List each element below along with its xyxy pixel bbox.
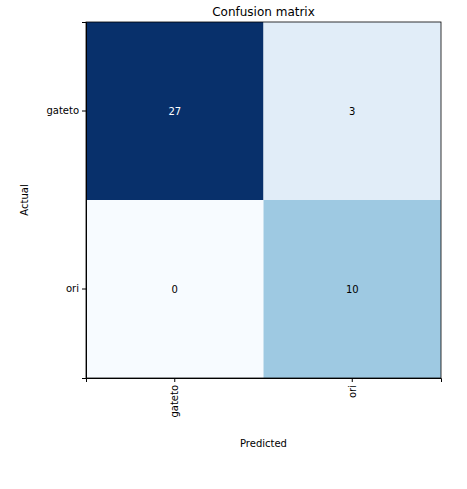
y-tick-label: ori	[66, 283, 79, 294]
chart: 27 3 0 10 gateto ori gateto ori Confusion matrix…	[0, 0, 467, 489]
y-tick: gateto	[46, 105, 86, 116]
data-label: 0	[172, 284, 178, 295]
x-axis-title: Predicted	[240, 438, 287, 449]
x-tick: ori	[347, 378, 358, 398]
x-axis: gateto ori	[87, 378, 442, 418]
heatmap-cell	[264, 22, 442, 200]
y-tick-mark	[82, 111, 86, 112]
x-axis-line	[87, 379, 442, 383]
title: Confusion matrix	[212, 5, 315, 19]
x-tick-mark	[352, 378, 353, 382]
data-label: 10	[346, 284, 359, 295]
x-tick: gateto	[169, 378, 180, 418]
y-tick-label: gateto	[46, 105, 79, 116]
y-axis-line	[82, 23, 87, 379]
heatmap-cell	[264, 200, 442, 378]
heatmap-cell	[86, 22, 264, 200]
y-axis-title: Actual	[19, 184, 30, 215]
plot-frame	[86, 22, 441, 378]
x-tick-label: gateto	[169, 385, 180, 418]
y-tick-mark	[82, 289, 86, 290]
x-tick-label: ori	[347, 385, 358, 398]
y-tick: ori	[66, 283, 86, 294]
heatmap-cell	[86, 200, 264, 378]
x-tick-mark	[174, 378, 175, 382]
data-label: 27	[168, 106, 181, 117]
data-label: 3	[349, 106, 355, 117]
y-axis: gateto ori	[46, 23, 86, 379]
cells	[86, 22, 441, 378]
cell-labels: 27 3 0 10	[168, 106, 358, 295]
